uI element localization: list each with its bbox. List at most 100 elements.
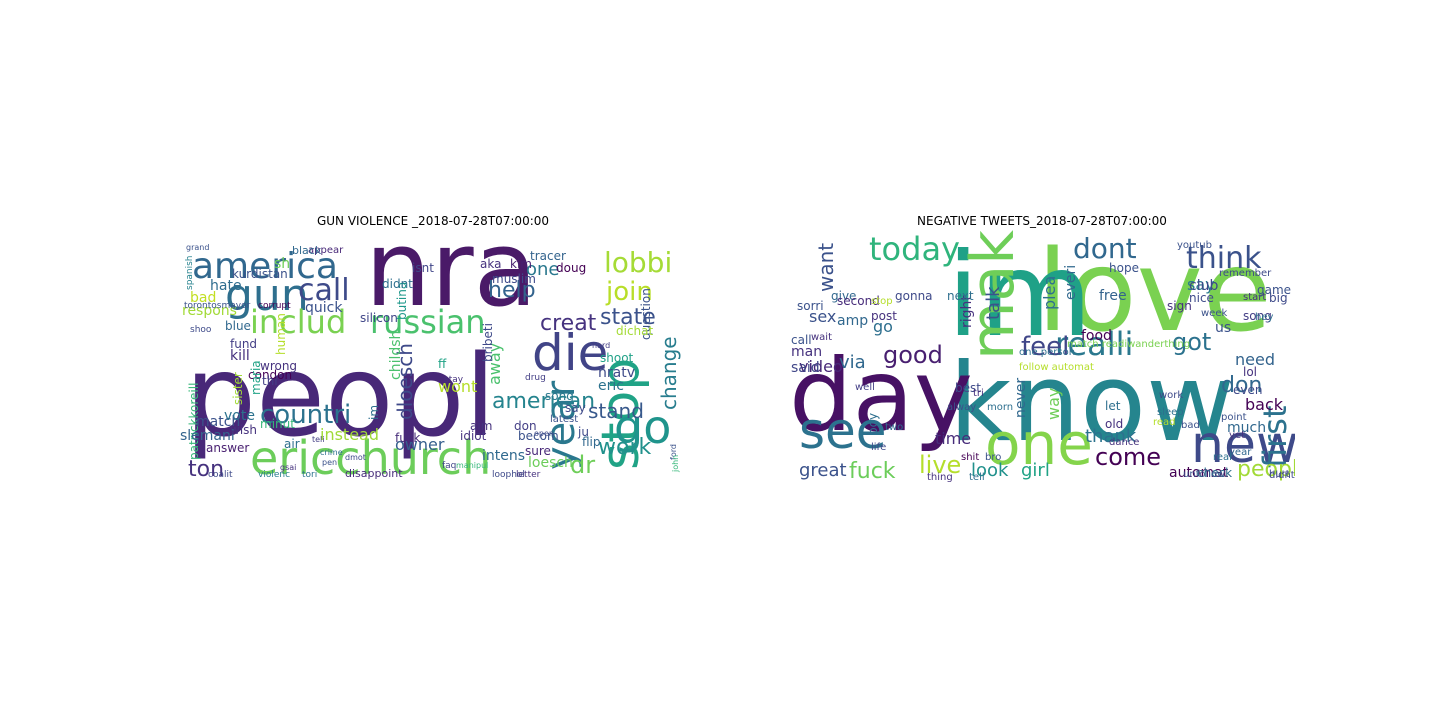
word-thank: thank xyxy=(1085,426,1137,447)
word-butina: butina xyxy=(395,282,409,320)
word-big: big xyxy=(1269,291,1288,305)
word-countri: countri xyxy=(260,400,351,430)
word-sure: sure xyxy=(525,444,551,458)
word-condon: condon xyxy=(248,368,292,382)
word-fund: fund xyxy=(230,337,257,351)
word-next: next xyxy=(947,289,974,303)
word-latest: latest xyxy=(550,414,578,425)
word-join: join xyxy=(605,277,653,307)
word-via: via xyxy=(839,352,866,373)
word-check: check xyxy=(1197,466,1232,480)
word-give: give xyxy=(831,289,856,303)
word-loesch: loesch xyxy=(528,455,573,471)
word-one: one xyxy=(526,259,560,280)
word-old: old xyxy=(1105,417,1123,431)
word-yet: yet xyxy=(1229,430,1245,441)
wordcloud-panel-gun-violence: GUN VIOLENCE _2018-07-28T07:00:00 nra peo… xyxy=(180,214,686,483)
word-instead: instead xyxy=(320,425,379,444)
word-dichat: dichat xyxy=(616,324,654,338)
word-dmot: dmot xyxy=(345,453,366,462)
word-come: come xyxy=(1095,443,1161,471)
word-human: human xyxy=(274,313,288,355)
word-eric: eric xyxy=(598,378,624,394)
word-away: away xyxy=(485,343,504,385)
word-violenc: violenc xyxy=(258,470,290,480)
word-one-person: one person xyxy=(1019,347,1075,358)
word-sex: sex xyxy=(809,307,836,326)
word-start: start xyxy=(1243,292,1266,303)
word-lobbi: lobbi xyxy=(604,246,672,279)
word-wrong: wrong xyxy=(260,359,297,373)
word-nra: nra xyxy=(365,230,537,330)
word-bad: bad xyxy=(190,290,216,306)
word-best: best xyxy=(955,381,981,395)
word-new: new xyxy=(1191,415,1295,475)
word-bro: bro xyxy=(985,452,1001,463)
word-tell: tell xyxy=(969,472,985,483)
word-don: don xyxy=(1221,373,1262,398)
word-peopl: peopl xyxy=(185,332,496,462)
word-bad: bad xyxy=(1181,420,1200,431)
word-spanish: spanish xyxy=(185,255,195,290)
word-creat: creat xyxy=(540,311,597,336)
word-tracer: tracer xyxy=(530,249,566,263)
word-dont: dont xyxy=(1073,232,1137,265)
word-question: question xyxy=(639,288,653,340)
word-gsai: gsai xyxy=(280,463,296,472)
word-talk: talk xyxy=(983,286,1004,320)
word-minut: minut xyxy=(260,417,295,431)
word-life: life xyxy=(871,442,886,453)
word-go: go xyxy=(614,400,671,454)
word-club: club xyxy=(1189,278,1218,294)
word-much: much xyxy=(1227,420,1266,436)
word-game: game xyxy=(1257,283,1291,297)
word-way: way xyxy=(1044,388,1063,420)
word-torontosmayor: torontosmayor xyxy=(184,301,251,311)
word-slemani: slemani xyxy=(180,428,235,444)
word-week: week xyxy=(1201,308,1227,319)
word-hard: hard xyxy=(592,341,610,350)
word-call: call xyxy=(791,333,812,347)
word-russian: russian xyxy=(370,303,486,341)
word-one: one xyxy=(985,410,1093,478)
word-patrickkoreill: patrickkoreill xyxy=(187,383,201,460)
word-need: need xyxy=(1235,350,1275,369)
word-say: say xyxy=(1187,275,1215,294)
word-open: open xyxy=(534,429,554,438)
word-aka: aka xyxy=(480,257,501,271)
word-coalit: coalit xyxy=(208,470,233,480)
word-fuck: fuck xyxy=(849,459,896,483)
word-ford: ford xyxy=(669,444,678,460)
word-idiot: idiot xyxy=(460,429,487,443)
word-make: make xyxy=(958,230,1028,360)
wordcloud-panel-negative-tweets: NEGATIVE TWEETS_2018-07-28T07:00:00 love… xyxy=(789,214,1295,483)
word-match: match xyxy=(196,414,240,430)
word-ff: ff xyxy=(438,357,447,371)
word-disappoint: disappoint xyxy=(345,467,403,480)
word-match-readiwanderthing: match readiwanderthing xyxy=(1067,339,1190,350)
word-two: two xyxy=(885,422,903,433)
word-say: say xyxy=(565,401,586,415)
word-beauti: beauti xyxy=(789,422,792,454)
word-lol: lol xyxy=(1243,365,1257,379)
word-wait: wait xyxy=(811,332,832,343)
word-man: man xyxy=(791,344,822,360)
word-sleep: sleep xyxy=(1157,407,1184,418)
word-post: post xyxy=(871,309,897,323)
word-stop: stop xyxy=(591,358,651,470)
word-sh: sh xyxy=(274,256,290,272)
word-realli: realli xyxy=(1055,325,1133,363)
word-america: america xyxy=(192,246,338,287)
word-song: song xyxy=(545,389,574,403)
word-muslim: muslim xyxy=(492,272,536,286)
word-love: love xyxy=(1037,230,1272,357)
word-song: song xyxy=(1243,309,1272,323)
word-im: im xyxy=(367,405,381,420)
word-teli: teli xyxy=(312,435,325,444)
word-blue: blue xyxy=(225,319,251,333)
word-tri: tri xyxy=(973,388,984,399)
word-crime: crime xyxy=(320,448,343,457)
word-everi: everi xyxy=(1063,265,1079,300)
word-loophol: loophol xyxy=(492,470,525,480)
